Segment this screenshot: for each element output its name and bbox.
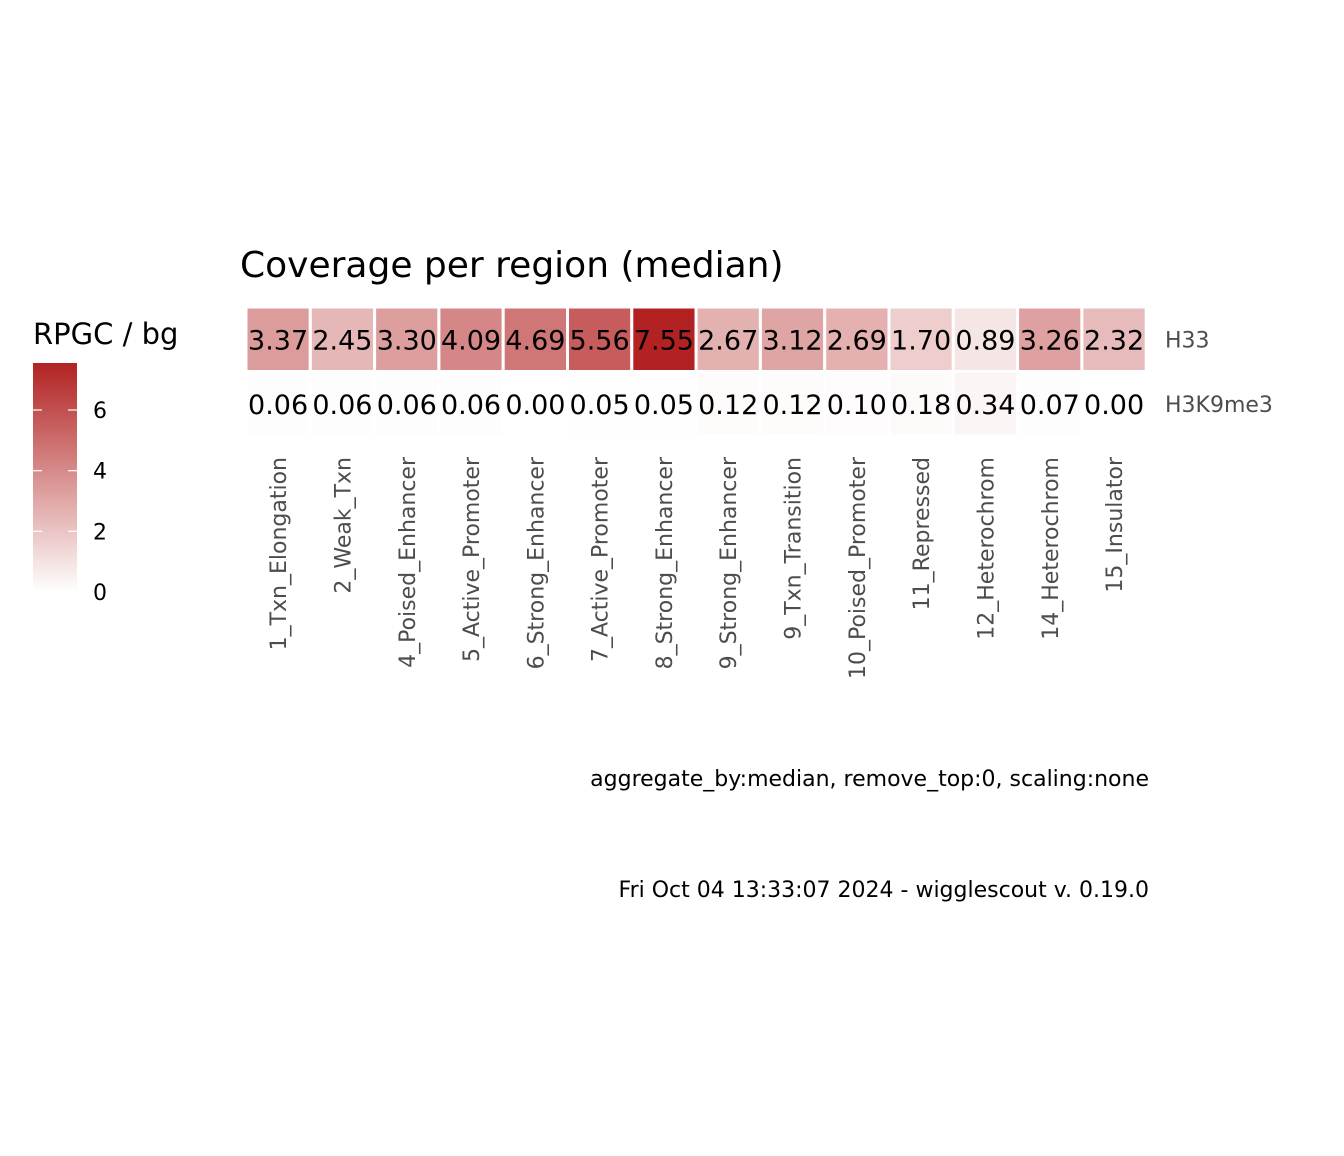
legend-tick-label: 0 — [93, 581, 107, 606]
legend-tick-label: 2 — [93, 520, 107, 545]
column-label: 12_Heterochrom — [974, 457, 999, 640]
heatmap-cell — [823, 370, 891, 438]
chart-caption: aggregate_by:median, remove_top:0, scali… — [590, 767, 1149, 792]
heatmap-cell — [373, 305, 441, 373]
heatmap-cell — [566, 305, 634, 373]
column-label: 9_Strong_Enhancer — [717, 456, 742, 669]
cell-value-label: 0.10 — [827, 390, 887, 421]
heatmap-cell — [1080, 305, 1148, 373]
heatmap-cell — [694, 370, 762, 438]
heatmap-cell — [951, 305, 1020, 373]
cell-value-label: 7.55 — [634, 325, 694, 356]
column-label: 8_Strong_Enhancer — [653, 456, 678, 669]
column-label: 15_Insulator — [1103, 456, 1128, 593]
column-label: 4_Poised_Enhancer — [396, 456, 421, 668]
cell-value-label: 0.18 — [891, 390, 951, 421]
cell-value-label: 0.00 — [505, 390, 565, 421]
heatmap-cell — [437, 305, 505, 373]
row-label: H33 — [1165, 328, 1210, 353]
heatmap-cell — [1016, 370, 1084, 438]
cell-value-label: 0.06 — [248, 390, 308, 421]
heatmap-cell — [887, 370, 955, 438]
cell-value-label: 0.00 — [1084, 390, 1144, 421]
legend-tick-label: 6 — [93, 399, 107, 424]
column-label: 1_Txn_Elongation — [267, 457, 292, 650]
column-label: 9_Txn_Transition — [782, 457, 807, 640]
cell-value-label: 1.70 — [891, 325, 951, 356]
column-label: 14_Heterochrom — [1039, 457, 1064, 640]
row-labels: H33 H3K9me3 — [1165, 328, 1273, 418]
cell-value-label: 2.67 — [698, 325, 758, 356]
cell-value-label: 2.45 — [312, 325, 372, 356]
heatmap-value-labels: 3.37 2.45 3.30 4.09 4.69 5.56 7.55 2.67 3.12 2.69… — [248, 325, 1144, 421]
cell-value-label: 0.12 — [762, 390, 822, 421]
legend-colorbar — [33, 363, 77, 592]
cell-value-label: 3.26 — [1020, 325, 1080, 356]
column-labels: 1_Txn_Elongation 2_Weak_Txn 4_Poised_Enhan… — [267, 456, 1128, 679]
heatmap-cell — [244, 370, 312, 438]
cell-value-label: 3.37 — [248, 325, 308, 356]
heatmap-cells — [244, 305, 1148, 438]
legend-title: RPGC / bg — [33, 317, 178, 351]
cell-value-label: 0.05 — [634, 390, 694, 421]
heatmap-cell — [823, 305, 891, 373]
legend-ticks: 0 2 4 6 — [33, 399, 107, 606]
cell-value-label: 0.05 — [570, 390, 630, 421]
cell-value-label: 5.56 — [570, 325, 630, 356]
heatmap-cell — [308, 370, 377, 438]
cell-value-label: 2.32 — [1084, 325, 1144, 356]
heatmap-cell — [694, 305, 762, 373]
column-label: 7_Active_Promoter — [589, 456, 614, 662]
cell-value-label: 0.06 — [312, 390, 372, 421]
cell-value-label: 3.12 — [762, 325, 822, 356]
column-label: 10_Poised_Promoter — [846, 456, 871, 679]
chart-title: Coverage per region (median) — [240, 245, 784, 286]
cell-value-label: 0.06 — [377, 390, 437, 421]
cell-value-label: 3.30 — [377, 325, 437, 356]
heatmap-cell — [887, 305, 955, 373]
heatmap-cell — [1080, 370, 1148, 438]
row-label: H3K9me3 — [1165, 393, 1273, 418]
cell-value-label: 0.07 — [1020, 390, 1080, 421]
column-label: 5_Active_Promoter — [460, 456, 485, 662]
heatmap-cell — [630, 370, 698, 438]
cell-value-label: 4.69 — [505, 325, 565, 356]
chart-footer: Fri Oct 04 13:33:07 2024 - wigglescout v… — [619, 878, 1149, 903]
cell-value-label: 0.34 — [955, 390, 1015, 421]
column-label: 2_Weak_Txn — [331, 457, 356, 594]
column-label: 11_Repressed — [910, 457, 935, 610]
heatmap-cell — [951, 370, 1020, 438]
cell-value-label: 0.06 — [441, 390, 501, 421]
cell-value-label: 4.09 — [441, 325, 501, 356]
column-label: 6_Strong_Enhancer — [524, 456, 549, 669]
cell-value-label: 0.89 — [955, 325, 1015, 356]
cell-value-label: 0.12 — [698, 390, 758, 421]
legend-tick-label: 4 — [93, 460, 107, 485]
cell-value-label: 2.69 — [827, 325, 887, 356]
